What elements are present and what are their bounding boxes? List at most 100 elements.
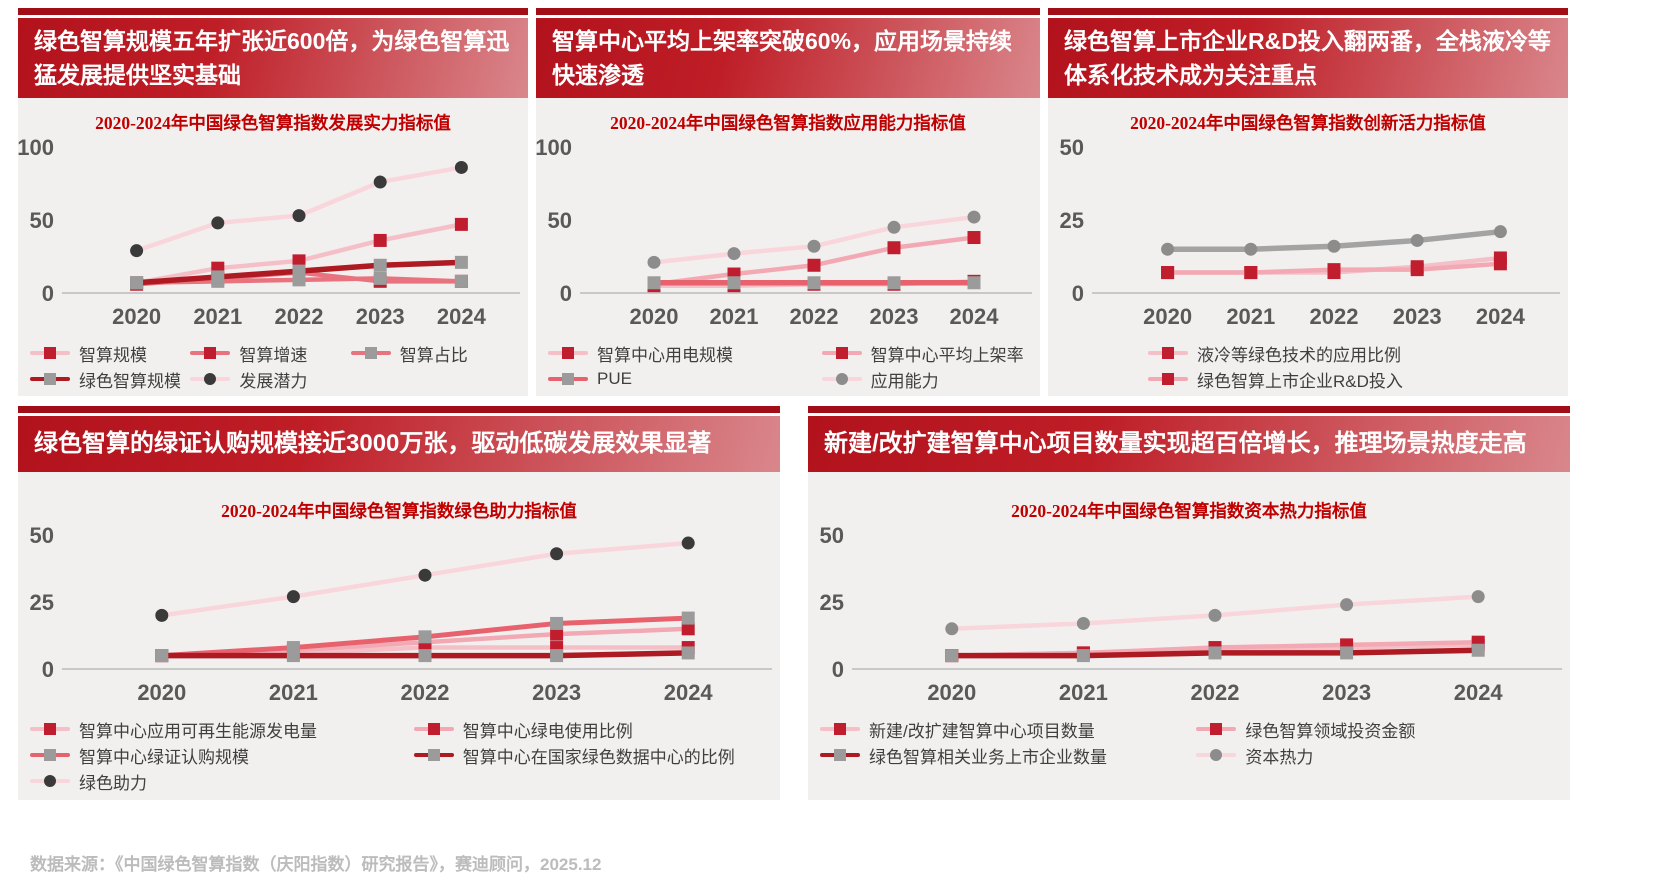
chart-plot-area: 0 25 50 2020 2021 2022 2023 2024 [808, 523, 1570, 714]
data-point [155, 608, 169, 622]
data-point [681, 622, 695, 636]
line-chart-canvas: 0 50 100 2020 2021 2022 2023 2024 [536, 135, 1032, 329]
y-axis-tick: 0 [42, 657, 54, 682]
legend-marker [30, 774, 70, 788]
legend-item: PUE [548, 366, 822, 392]
data-point [292, 264, 306, 278]
data-point [550, 627, 564, 641]
data-point [1493, 257, 1507, 271]
data-point [1327, 239, 1341, 253]
banner-accent-bar [536, 8, 1040, 15]
chart-legend: 新建/改扩建智算中心项目数量 绿色智算领域投资金额绿色智算相关业务上市企业数量 资本… [808, 714, 1570, 768]
legend-label: 智算增速 [239, 345, 308, 365]
data-point [130, 276, 144, 290]
legend-label: PUE [597, 369, 632, 388]
legend-label: 应用能力 [870, 371, 939, 391]
panel-headline: 新建/改扩建智算中心项目数量实现超百倍增长，推理场景热度走高 [808, 416, 1570, 472]
data-point [647, 276, 661, 290]
chart-title: 2020-2024年中国绿色智算指数创新活力指标值 [1130, 113, 1486, 133]
data-point [1410, 233, 1424, 247]
data-point [292, 254, 306, 268]
x-axis-tick: 2023 [1322, 680, 1371, 705]
legend-label: 绿色智算相关业务上市企业数量 [869, 747, 1107, 767]
data-point [373, 233, 387, 247]
y-axis-tick: 50 [820, 523, 844, 548]
legend-item: 绿色助力 [30, 768, 414, 794]
y-axis-tick: 0 [560, 281, 572, 306]
x-axis-tick: 2024 [1476, 304, 1526, 329]
legend-label: 绿色助力 [79, 773, 147, 793]
y-axis-tick: 0 [42, 281, 54, 306]
data-point [286, 649, 300, 663]
legend-item: 智算中心绿电使用比例 [413, 716, 768, 742]
data-point [286, 590, 300, 604]
series-line [134, 165, 464, 253]
legend-marker [413, 748, 454, 762]
legend-label: 智算中心用电规模 [597, 345, 733, 365]
legend-item: 智算中心在国家绿色数据中心的比例 [413, 742, 768, 768]
y-axis-tick: 25 [1060, 208, 1084, 233]
data-point [1340, 646, 1354, 660]
legend-marker [1196, 748, 1237, 762]
x-axis-tick: 2023 [356, 304, 405, 329]
x-axis-tick: 2022 [401, 680, 450, 705]
legend-label: 智算中心绿证认购规模 [79, 747, 249, 767]
banner-accent-bar [18, 406, 780, 413]
panel-green-assistance: 绿色智算的绿证认购规模接近3000万张，驱动低碳发展效果显著 2020-2024… [18, 406, 780, 800]
data-point [887, 276, 901, 290]
legend-label: 智算中心应用可再生能源发电量 [79, 721, 317, 741]
data-point [1327, 263, 1341, 277]
legend-item: 新建/改扩建智算中心项目数量 [820, 716, 1196, 742]
legend-marker [548, 372, 588, 386]
y-axis-tick: 50 [30, 523, 54, 548]
banner-accent-bar [1048, 8, 1568, 15]
data-point [1076, 649, 1090, 663]
legend-item: 智算中心平均上架率 [821, 340, 1028, 366]
chart-legend: 智算中心用电规模 智算中心平均上架率 PUE 应用能力 [536, 338, 1040, 392]
data-point [1340, 598, 1354, 612]
chart-legend: 智算中心应用可再生能源发电量 智算中心绿电使用比例智算中心绿证认购规模 智算中心在国… [18, 714, 780, 794]
chart-plot-area: 0 25 50 2020 2021 2022 2023 2024 [18, 523, 780, 714]
legend-label: 绿色智算上市企业R&D投入 [1197, 371, 1403, 391]
panel-capital-heat: 新建/改扩建智算中心项目数量实现超百倍增长，推理场景热度走高 2020-2024… [808, 406, 1570, 800]
y-axis-tick: 25 [820, 590, 844, 615]
chart-legend: 智算规模 智算增速 智算占比 绿色智算规模 发展潜力 [18, 338, 528, 392]
data-point [550, 649, 564, 663]
chart-panel-body: 2020-2024年中国绿色智算指数发展实力指标值 0 50 100 2020 2021… [18, 98, 528, 396]
legend-item: 智算规模 [30, 340, 190, 366]
chart-title: 2020-2024年中国绿色智算指数发展实力指标值 [95, 113, 451, 133]
data-point [373, 258, 387, 272]
data-point [807, 258, 821, 272]
data-point [373, 175, 387, 189]
line-chart-canvas: 0 50 100 2020 2021 2022 2023 2024 [18, 135, 520, 329]
legend-label: 智算中心平均上架率 [870, 345, 1024, 365]
panel-innovation-vitality: 绿色智算上市企业R&D投入翻两番，全栈液冷等体系化技术成为关注重点 2020-2… [1048, 8, 1568, 396]
headline-text: 绿色智算规模五年扩张近600倍，为绿色智算迅猛发展提供坚实基础 [34, 27, 510, 89]
legend-marker [30, 346, 70, 360]
x-axis-tick: 2023 [532, 680, 581, 705]
x-axis-tick: 2022 [1310, 304, 1359, 329]
x-axis-tick: 2024 [1454, 680, 1504, 705]
legend-item: 绿色智算相关业务上市企业数量 [820, 742, 1196, 768]
data-point [1471, 643, 1485, 657]
legend-marker [548, 346, 588, 360]
chart-title: 2020-2024年中国绿色智算指数资本热力指标值 [1011, 501, 1367, 521]
legend-item: 绿色智算领域投资金额 [1196, 716, 1558, 742]
data-point [647, 255, 661, 269]
chart-panel-body: 2020-2024年中国绿色智算指数应用能力指标值 0 50 100 2020 2021… [536, 98, 1040, 396]
data-point [550, 547, 564, 561]
legend-label: 绿色智算领域投资金额 [1245, 721, 1416, 741]
data-point [211, 216, 225, 230]
x-axis-tick: 2023 [870, 304, 919, 329]
legend-item: 智算中心应用可再生能源发电量 [30, 716, 414, 742]
legend-marker [190, 372, 231, 386]
legend-marker [1196, 722, 1237, 736]
data-point [1208, 646, 1222, 660]
panel-headline: 智算中心平均上架率突破60%，应用场景持续快速渗透 [536, 18, 1040, 98]
panel-headline: 绿色智算的绿证认购规模接近3000万张，驱动低碳发展效果显著 [18, 416, 780, 472]
chart-title: 2020-2024年中国绿色智算指数应用能力指标值 [610, 113, 966, 133]
legend-item: 智算中心用电规模 [548, 340, 822, 366]
legend-item: 资本热力 [1196, 742, 1558, 768]
data-point [967, 231, 981, 245]
legend-item: 绿色智算规模 [30, 366, 190, 392]
